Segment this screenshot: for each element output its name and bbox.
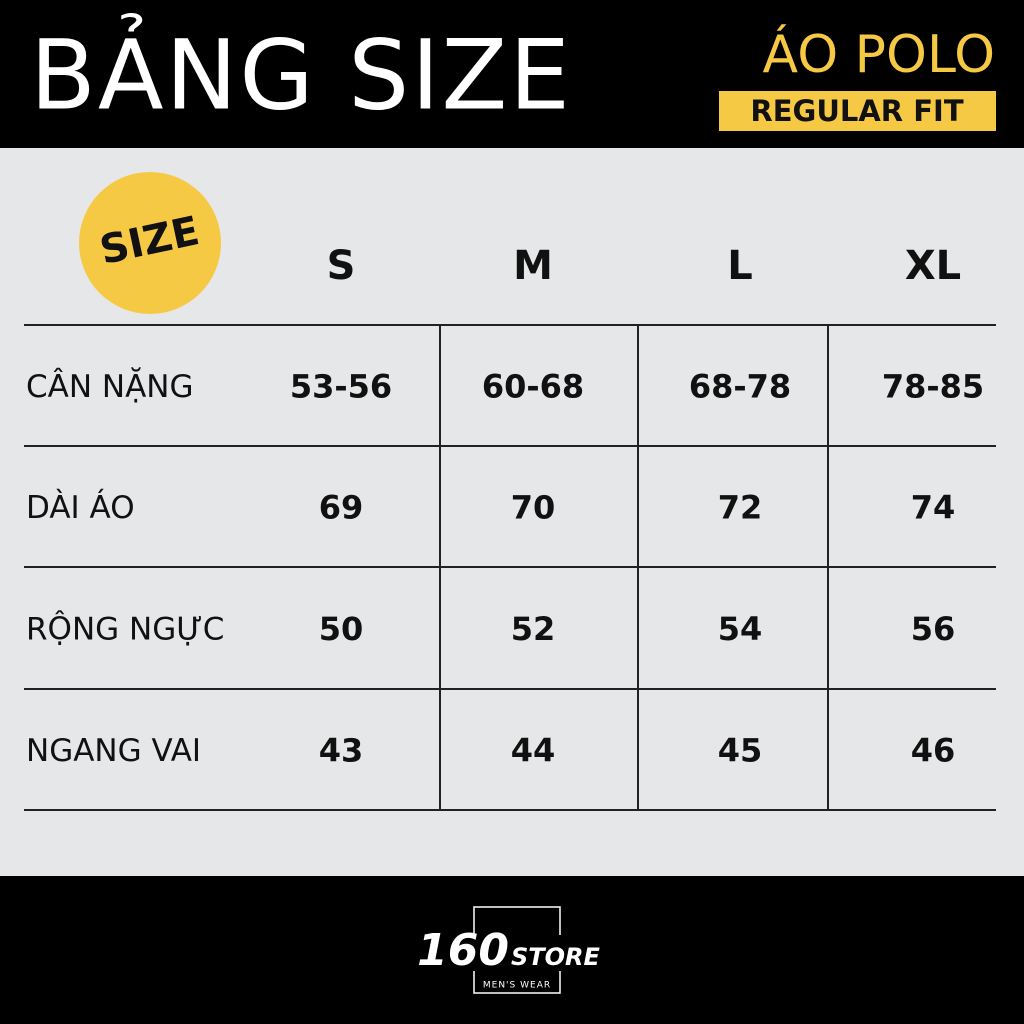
row-label: NGANG VAI: [26, 733, 201, 769]
brand-number: 160: [417, 925, 509, 976]
fit-badge: [719, 91, 996, 131]
cell: 45: [718, 732, 763, 770]
cell: 70: [511, 489, 556, 527]
row-label: DÀI ÁO: [26, 490, 135, 526]
cell: 69: [319, 489, 364, 527]
cell: 53-56: [290, 368, 392, 406]
column-header: XL: [905, 243, 961, 289]
cell: 54: [718, 610, 763, 648]
cell: 43: [319, 732, 364, 770]
column-header: M: [513, 243, 553, 289]
cell: 52: [511, 610, 556, 648]
cell: 68-78: [689, 368, 791, 406]
cell: 74: [911, 489, 956, 527]
title: BẢNG SIZE: [30, 12, 572, 131]
tagline: MEN'S WEAR: [483, 981, 551, 991]
cell: 78-85: [882, 368, 984, 406]
column-header: S: [327, 243, 356, 289]
cell: 44: [511, 732, 556, 770]
cell: 60-68: [482, 368, 584, 406]
size-badge: [79, 172, 221, 314]
cell: 46: [911, 732, 956, 770]
logo-mask: [466, 935, 570, 971]
cell: 72: [718, 489, 763, 527]
fit: REGULAR FIT: [750, 94, 963, 128]
brand-name: STORE: [511, 943, 601, 971]
product: ÁO POLO: [763, 24, 995, 85]
cell: 56: [911, 610, 956, 648]
row-label: RỘNG NGỰC: [26, 611, 224, 648]
cell: 50: [319, 610, 364, 648]
row-label: CÂN NẶNG: [26, 368, 194, 405]
column-header: L: [727, 243, 753, 289]
